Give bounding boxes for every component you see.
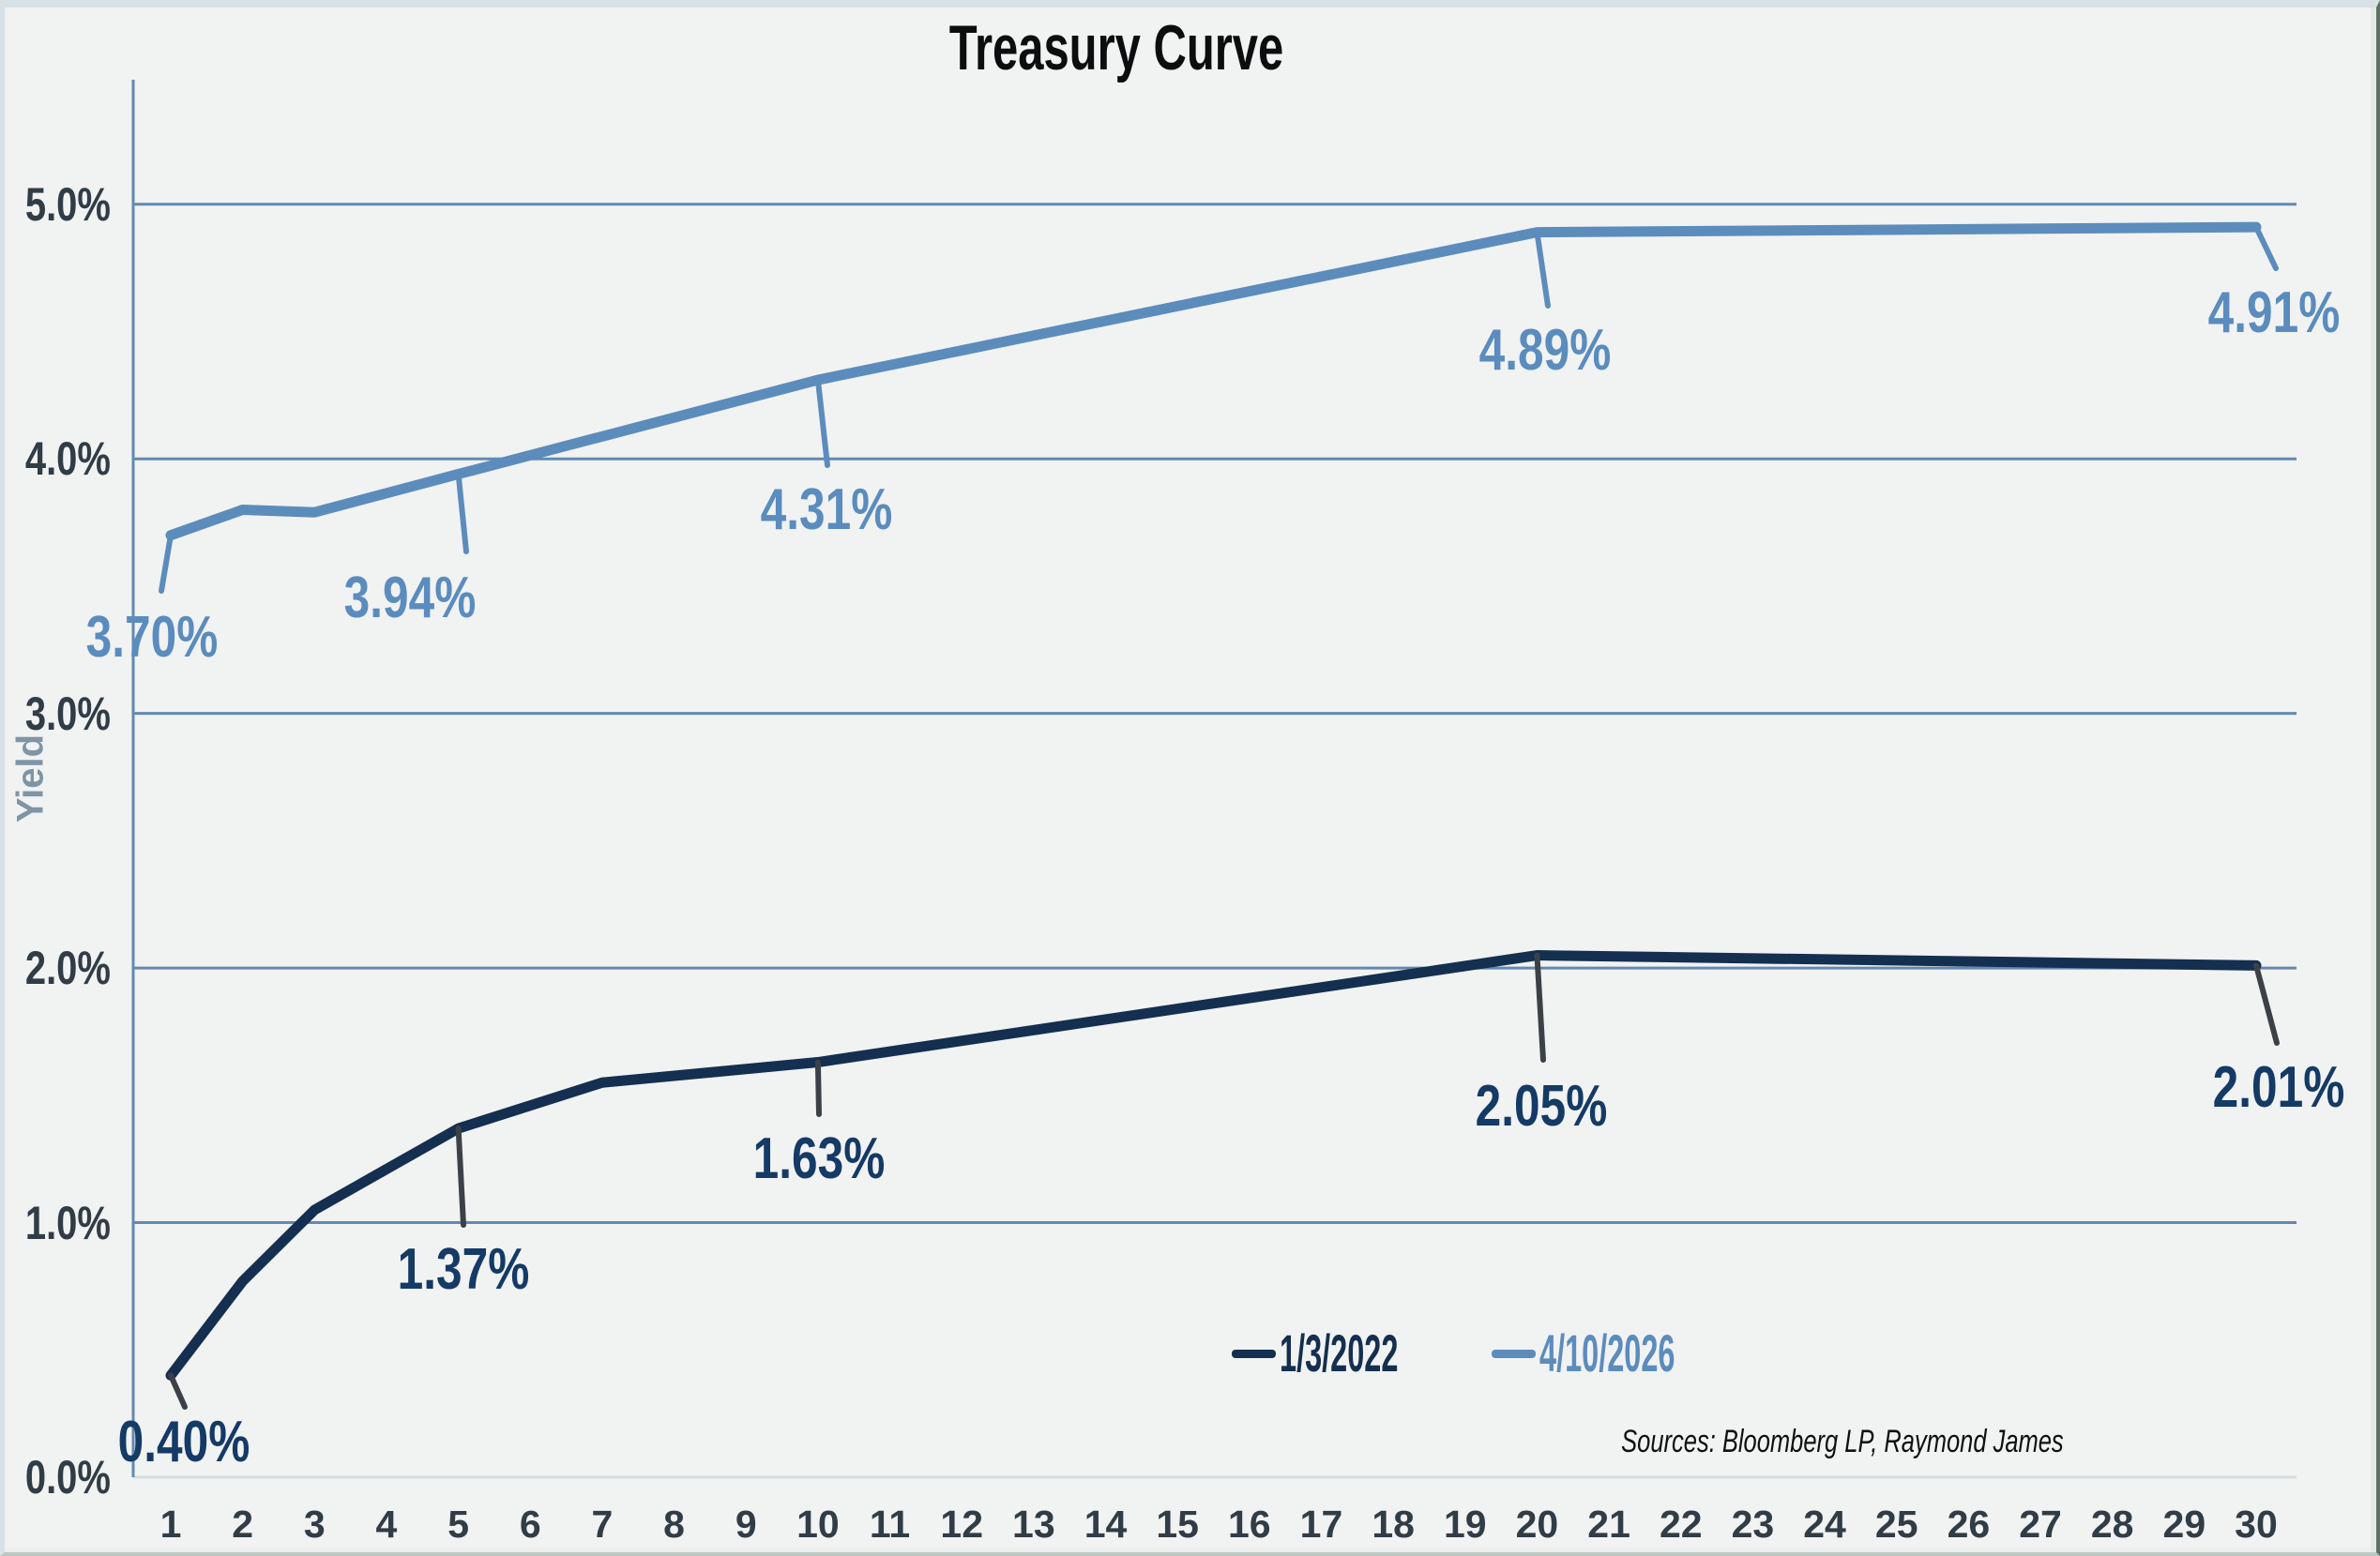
data-label-1/3/2022-5y: 1.37% <box>397 1237 530 1302</box>
x-tick-label-18: 18 <box>1372 1503 1415 1546</box>
x-tick-label-16: 16 <box>1228 1503 1271 1546</box>
legend-dash-2022-icon <box>1232 1349 1276 1358</box>
data-label-4/10/2026-1y: 3.70% <box>85 605 219 670</box>
x-tick-label-10: 10 <box>796 1503 840 1546</box>
x-tick-label-2: 2 <box>232 1503 254 1546</box>
data-label-4/10/2026-20y: 4.89% <box>1478 318 1612 383</box>
x-tick-label-9: 9 <box>735 1503 757 1546</box>
y-axis-title: Yield <box>9 733 52 823</box>
x-tick-label-8: 8 <box>663 1503 685 1546</box>
x-tick-label-27: 27 <box>2019 1503 2062 1546</box>
legend-dash-2026-icon <box>1492 1349 1536 1358</box>
legend-item-2026: 4/10/2026 <box>1492 1323 1773 1382</box>
legend-label-2026: 4/10/2026 <box>1539 1323 1675 1382</box>
legend-label-2022: 1/3/2022 <box>1280 1323 1399 1382</box>
y-tick-label-1.0%: 1.0% <box>24 1196 112 1249</box>
x-tick-label-19: 19 <box>1443 1503 1487 1546</box>
data-label-1/3/2022-20y: 2.05% <box>1475 1074 1608 1139</box>
x-tick-label-20: 20 <box>1515 1503 1559 1546</box>
callout-leader-line <box>159 532 174 594</box>
data-label-4/10/2026-5y: 3.94% <box>343 566 477 630</box>
x-tick-label-23: 23 <box>1731 1503 1775 1546</box>
x-tick-label-30: 30 <box>2235 1503 2278 1546</box>
series-line-1/3/2022 <box>165 950 2262 1381</box>
data-label-4/10/2026-10y: 4.31% <box>760 477 893 542</box>
x-tick-label-26: 26 <box>1947 1503 1991 1546</box>
y-tick-label-0.0%: 0.0% <box>24 1451 112 1503</box>
x-tick-label-29: 29 <box>2162 1503 2206 1546</box>
data-label-1/3/2022-1y: 0.40% <box>117 1410 250 1474</box>
callout-leader-line <box>2252 962 2280 1046</box>
x-tick-label-5: 5 <box>447 1503 470 1546</box>
y-tick-label-3.0%: 3.0% <box>24 687 112 740</box>
y-tick-label-5.0%: 5.0% <box>24 177 112 231</box>
callout-leader-line <box>814 1059 822 1117</box>
callout-leader-line <box>814 377 830 468</box>
sources-note: Sources: Bloomberg LP, Raymond James <box>1621 1424 2064 1459</box>
x-tick-label-11: 11 <box>869 1503 911 1546</box>
x-tick-label-6: 6 <box>519 1503 541 1546</box>
y-tick-label-4.0%: 4.0% <box>24 432 112 486</box>
x-tick-label-1: 1 <box>159 1503 182 1546</box>
callout-leader-line <box>168 1372 188 1410</box>
x-tick-label-12: 12 <box>940 1503 984 1546</box>
x-tick-label-28: 28 <box>2090 1503 2134 1546</box>
callout-leader-line <box>2252 224 2279 271</box>
callout-leader-line <box>1534 952 1546 1063</box>
data-label-1/3/2022-10y: 1.63% <box>752 1126 886 1191</box>
y-tick-label-2.0%: 2.0% <box>24 942 112 995</box>
legend-item-2022: 1/3/2022 <box>1232 1323 1484 1382</box>
x-tick-label-22: 22 <box>1659 1503 1703 1546</box>
x-tick-label-3: 3 <box>303 1503 326 1546</box>
callout-leader-line <box>455 471 469 554</box>
x-tick-label-21: 21 <box>1587 1503 1630 1546</box>
series-line-4/10/2026 <box>165 221 2262 541</box>
x-tick-label-24: 24 <box>1803 1503 1846 1546</box>
x-tick-label-25: 25 <box>1874 1503 1918 1546</box>
callout-leader-line <box>455 1125 466 1228</box>
x-tick-label-15: 15 <box>1156 1503 1199 1546</box>
x-tick-label-17: 17 <box>1299 1503 1343 1546</box>
x-tick-label-14: 14 <box>1084 1503 1128 1546</box>
x-tick-label-4: 4 <box>375 1503 398 1546</box>
callout-leader-line <box>1534 229 1551 309</box>
data-label-4/10/2026-30y: 4.91% <box>2207 280 2341 345</box>
x-tick-label-13: 13 <box>1012 1503 1055 1546</box>
x-tick-label-7: 7 <box>591 1503 614 1546</box>
chart-title: Treasury Curve <box>948 12 1284 83</box>
data-label-1/3/2022-30y: 2.01% <box>2212 1055 2345 1120</box>
